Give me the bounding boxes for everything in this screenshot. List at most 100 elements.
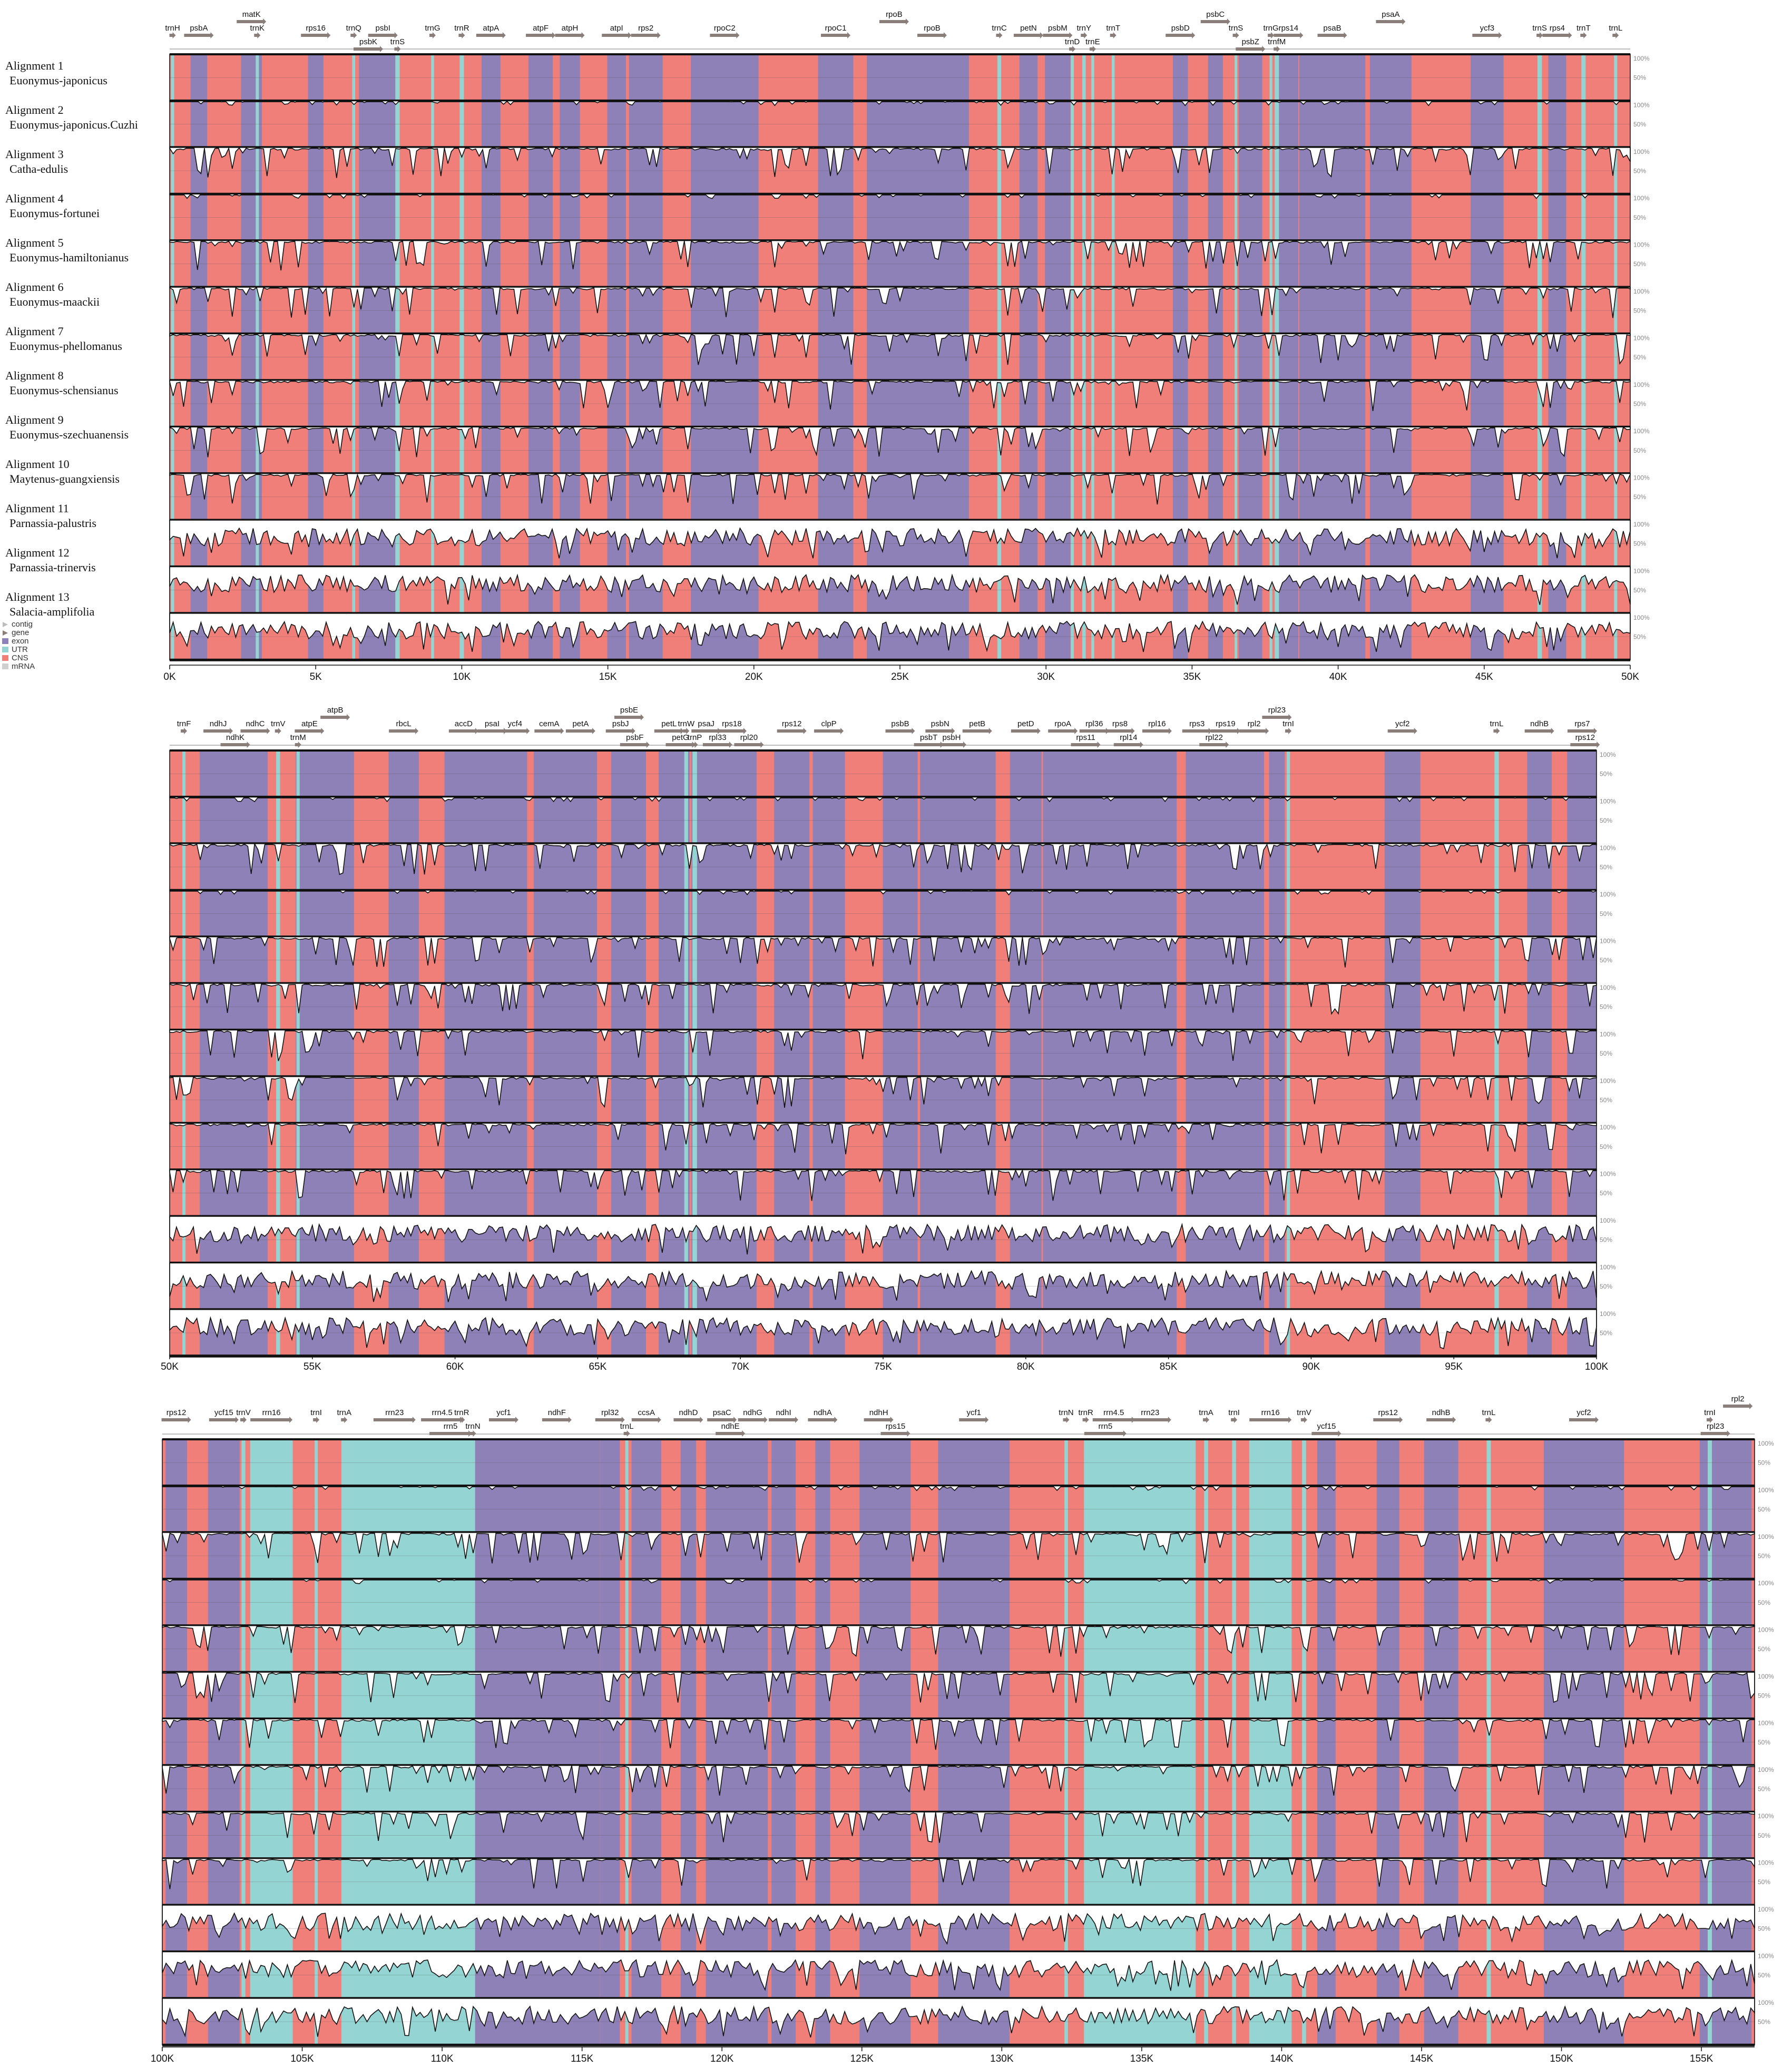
legend-marker-UTR <box>2 647 8 652</box>
x-tick-label: 35K <box>1183 671 1201 682</box>
gene-label: trnM <box>290 733 306 742</box>
species-label-9: Euonymus-szechuanensis <box>9 428 129 441</box>
alignment-label-4: Alignment 4 <box>5 192 64 205</box>
conservation-profile <box>169 379 1631 411</box>
gene-label: rrn4.5 <box>432 1408 453 1417</box>
y-tick-label: 50% <box>1633 121 1646 128</box>
y-tick-label: 50% <box>1633 354 1646 361</box>
conservation-profile <box>162 1857 1755 1889</box>
gene-arrow <box>295 728 325 734</box>
exon-region <box>1724 1439 1752 2045</box>
legend-label-mRNA: mRNA <box>12 662 35 671</box>
gene-arrow <box>1274 46 1280 52</box>
panel-frame <box>169 54 1631 660</box>
x-tick-label: 40K <box>1329 671 1347 682</box>
gene-arrow <box>1013 32 1043 38</box>
gene-label: cemA <box>539 719 559 728</box>
gene-arrow <box>959 1417 989 1423</box>
gene-arrow <box>368 32 398 38</box>
y-tick-label: 50% <box>1600 1096 1612 1104</box>
y-tick-label: 100% <box>1633 288 1650 295</box>
gene-label: psaC <box>713 1408 731 1417</box>
gene-label: rrn23 <box>1141 1408 1159 1417</box>
gene-label: ycf1 <box>496 1408 511 1417</box>
x-tick-label: 115K <box>571 2053 593 2064</box>
gene-arrow <box>240 728 270 734</box>
utr-region <box>692 750 697 1357</box>
gene-label: psaI <box>485 719 500 728</box>
gene-arrow <box>1317 32 1347 38</box>
gene-arrow <box>1210 728 1240 734</box>
gene-arrow <box>673 1417 703 1423</box>
gene-label: rpl32 <box>601 1408 619 1417</box>
conservation-profile <box>162 1624 1755 1657</box>
gene-label: ndhF <box>548 1408 566 1417</box>
gene-arrow <box>320 714 350 720</box>
alignment-label-5: Alignment 5 <box>5 236 64 249</box>
gene-arrow <box>1166 32 1196 38</box>
x-tick-label: 45K <box>1475 671 1493 682</box>
gene-label: ycf4 <box>508 719 523 728</box>
x-tick-label: 120K <box>710 2053 734 2064</box>
gene-arrow <box>526 32 556 38</box>
gene-label: trnV <box>271 719 286 728</box>
gene-label: trnH <box>165 24 180 33</box>
gene-label: petL <box>661 719 677 728</box>
gene-arrow <box>1071 742 1101 748</box>
y-tick-label: 50% <box>1758 1599 1770 1606</box>
gene-arrow <box>691 742 698 748</box>
gene-label: rpoC2 <box>714 24 736 33</box>
x-tick-label: 5K <box>310 671 322 682</box>
y-tick-label: 50% <box>1758 1972 1770 1979</box>
y-tick-label: 50% <box>1600 1050 1612 1057</box>
panel-1: 100% 50% 100% 50% 100% 50% 100% 50% 100% 50% 100% 5… <box>163 10 1650 682</box>
gene-label: trnV <box>1297 1408 1311 1417</box>
gene-arrow <box>1105 728 1135 734</box>
y-tick-label: 50% <box>1633 214 1646 221</box>
y-tick-label: 100% <box>1633 241 1650 249</box>
gene-arrow <box>717 728 747 734</box>
gene-label: psbM <box>1048 24 1068 33</box>
gene-label: petB <box>969 719 985 728</box>
utr-region <box>431 54 434 660</box>
gene-arrow <box>1069 46 1076 52</box>
utr-region <box>625 1439 629 2045</box>
gene-label: atpF <box>533 24 549 33</box>
gene-arrow <box>665 742 696 748</box>
gene-label: psbI <box>376 24 390 33</box>
alignment-label-6: Alignment 6 <box>5 280 64 294</box>
gene-arrow <box>301 32 331 38</box>
gene-arrow <box>1285 728 1292 734</box>
gene-arrow <box>313 1417 320 1423</box>
gene-arrow <box>1089 46 1096 52</box>
gene-label: trnL <box>620 1422 634 1431</box>
x-tick-label: 65K <box>589 1361 606 1372</box>
legend-marker-mRNA <box>2 664 8 669</box>
y-tick-label: 50% <box>1633 260 1646 268</box>
gene-label: ycf3 <box>1480 24 1495 33</box>
conservation-profile <box>169 147 1631 178</box>
y-tick-label: 50% <box>1600 1003 1612 1011</box>
gene-label: petD <box>1017 719 1034 728</box>
gene-label: accD <box>455 719 473 728</box>
gene-label: trnR <box>454 1408 469 1417</box>
species-label-13: Salacia-amplifolia <box>9 605 94 618</box>
exon-region <box>560 54 580 660</box>
gene-label: trnR <box>454 24 469 33</box>
utr-region <box>1064 1439 1068 2045</box>
gene-arrow <box>1113 742 1143 748</box>
gene-arrow <box>237 18 267 25</box>
gene-arrow <box>925 728 955 734</box>
y-tick-label: 100% <box>1633 427 1650 435</box>
species-label-1: Euonymus-japonicus <box>9 74 107 87</box>
gene-label: ycf2 <box>1576 1408 1591 1417</box>
gene-label: trnE <box>1085 37 1100 46</box>
y-tick-label: 100% <box>1758 1859 1774 1867</box>
x-tick-label: 10K <box>453 671 471 682</box>
gene-label: matK <box>242 10 261 19</box>
gene-arrow <box>1426 1417 1456 1423</box>
exon-region <box>958 750 996 1357</box>
y-tick-label: 100% <box>1600 1077 1616 1085</box>
y-tick-label: 50% <box>1600 1236 1612 1244</box>
gene-arrow <box>477 728 507 734</box>
